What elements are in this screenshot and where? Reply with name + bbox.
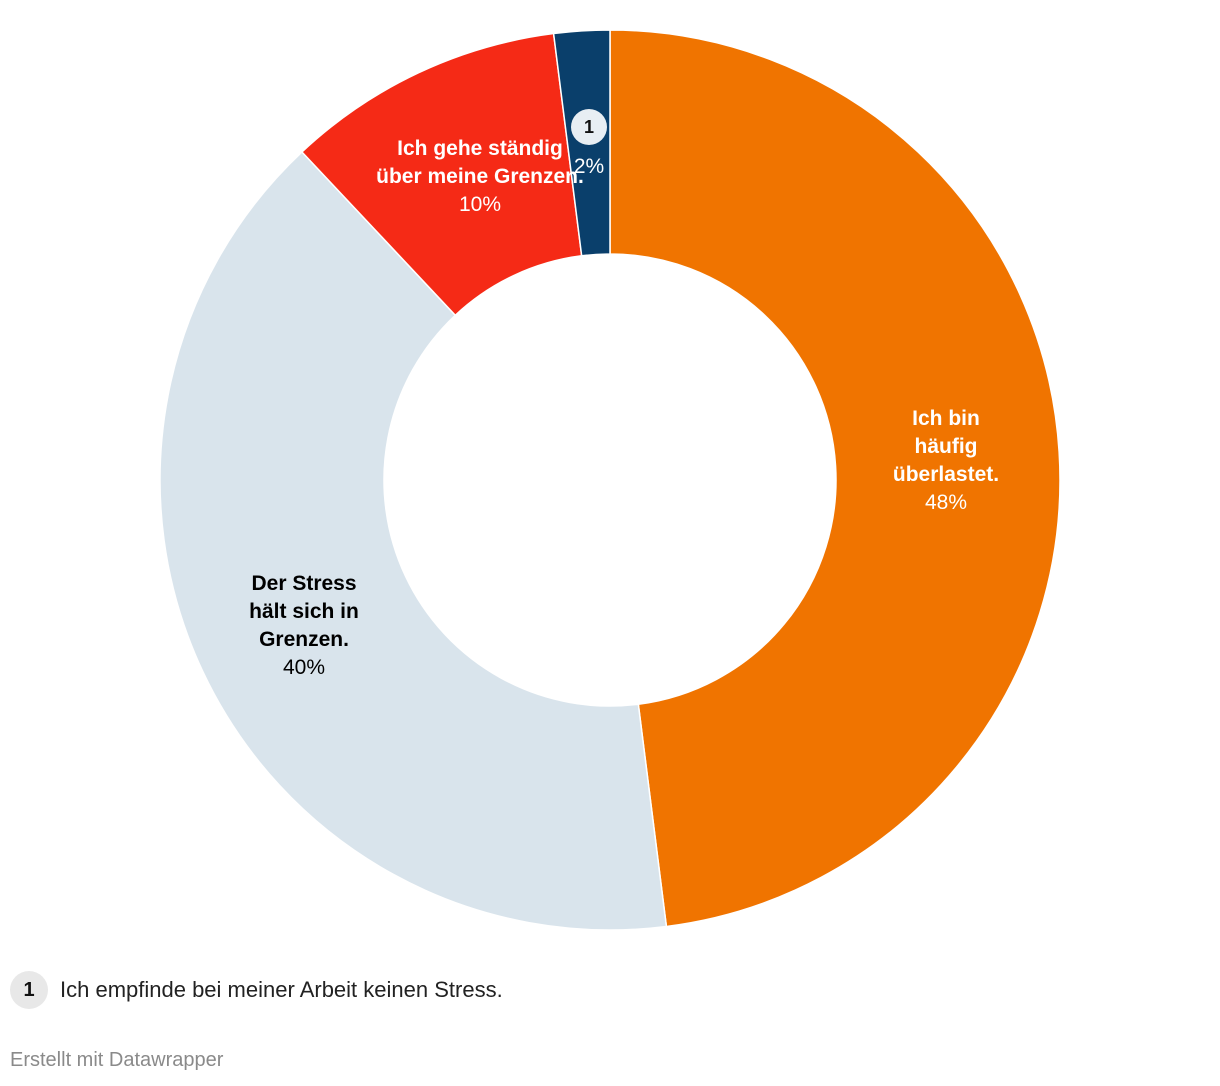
slice-value-label: 48% [925,491,967,514]
slice-label-line: Ich bin [912,407,980,430]
slice-label-line: überlastet. [893,463,999,486]
slice-ich-bin-haeufig-ueberlastet[interactable] [609,29,1061,928]
slice-label-line: Der Stress [251,572,356,595]
slice-marker-text: 1 [584,117,594,137]
slice-label-2: Der Stress hält sich in Grenzen. 40% [249,572,359,679]
slice-label-4: 1 2% [571,109,607,178]
slice-value-label: 2% [574,155,604,178]
datawrapper-credit[interactable]: Erstellt mit Datawrapper [10,1049,224,1071]
slice-label-line: Ich gehe ständig [397,137,563,160]
slice-label-line: häufig [915,435,978,458]
slice-label-line: über meine Grenzen. [376,165,584,188]
slice-value-label: 40% [283,656,325,679]
slice-label-1: Ich bin häufig überlastet. 48% [893,407,999,514]
footnote-marker: 1 [10,971,48,1009]
slice-label-line: hält sich in [249,600,359,623]
footnote-text: Ich empfinde bei meiner Arbeit keinen St… [60,977,503,1002]
slice-marker-badge [571,109,607,145]
slice-der-stress-haelt-sich-in-grenzen[interactable] [159,150,668,931]
footnote: 1 Ich empfinde bei meiner Arbeit keinen … [10,970,503,1010]
slice-label-3: Ich gehe ständig über meine Grenzen. 10% [376,137,584,216]
donut-chart: Ich bin häufig überlastet. 48% Der Stress häl… [159,29,1061,931]
slice-label-line: Grenzen. [259,628,349,651]
slice-value-label: 10% [459,193,501,216]
